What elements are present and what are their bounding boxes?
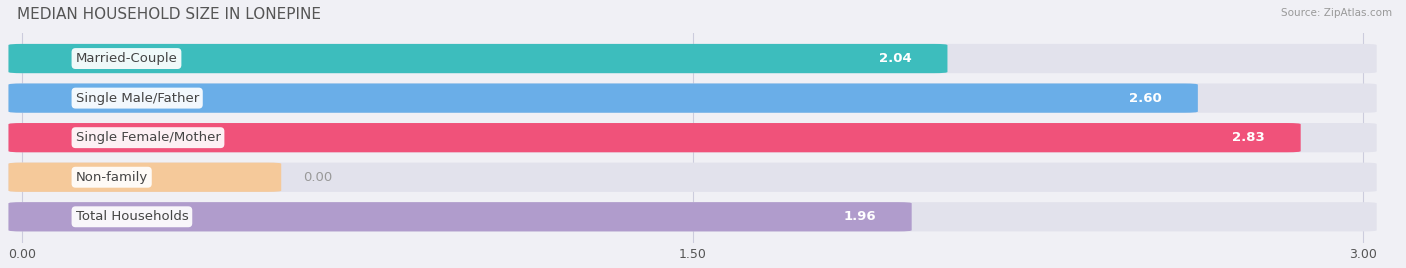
Text: Total Households: Total Households	[76, 210, 188, 223]
FancyBboxPatch shape	[8, 202, 911, 232]
FancyBboxPatch shape	[8, 163, 281, 192]
FancyBboxPatch shape	[8, 123, 1301, 152]
Text: Source: ZipAtlas.com: Source: ZipAtlas.com	[1281, 8, 1392, 18]
FancyBboxPatch shape	[8, 83, 1376, 113]
FancyBboxPatch shape	[8, 163, 1376, 192]
FancyBboxPatch shape	[8, 123, 1376, 152]
FancyBboxPatch shape	[8, 202, 1376, 232]
Text: 0.00: 0.00	[304, 171, 333, 184]
FancyBboxPatch shape	[8, 83, 1198, 113]
Text: MEDIAN HOUSEHOLD SIZE IN LONEPINE: MEDIAN HOUSEHOLD SIZE IN LONEPINE	[17, 7, 322, 22]
Text: 2.60: 2.60	[1129, 92, 1163, 105]
Text: Single Male/Father: Single Male/Father	[76, 92, 198, 105]
FancyBboxPatch shape	[8, 44, 1376, 73]
Text: 2.04: 2.04	[879, 52, 911, 65]
Text: Single Female/Mother: Single Female/Mother	[76, 131, 221, 144]
Text: Married-Couple: Married-Couple	[76, 52, 177, 65]
FancyBboxPatch shape	[8, 44, 948, 73]
Text: Non-family: Non-family	[76, 171, 148, 184]
Text: 2.83: 2.83	[1232, 131, 1265, 144]
Text: 1.96: 1.96	[844, 210, 876, 223]
